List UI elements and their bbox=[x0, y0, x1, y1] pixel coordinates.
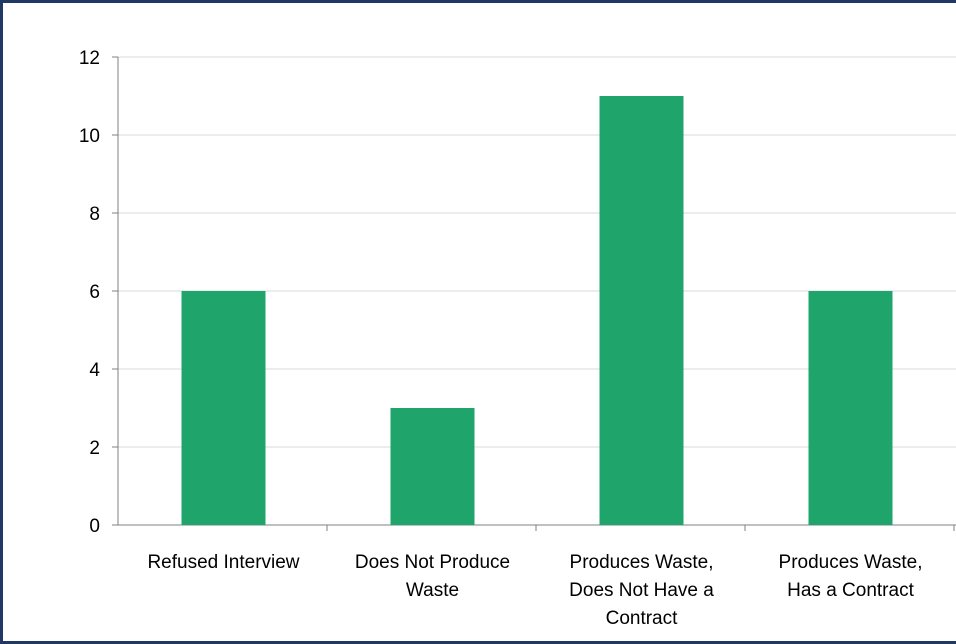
x-tick-label: Produces Waste, Does Not Have a Contract bbox=[569, 552, 714, 629]
bar bbox=[390, 408, 475, 525]
x-tick-label-line: Contract bbox=[606, 608, 679, 629]
x-tick-label-line: Has a Contract bbox=[787, 580, 914, 601]
y-tick-label: 2 bbox=[89, 438, 100, 459]
x-tick-label-line: Does Not Produce bbox=[355, 552, 510, 573]
x-tick-label: Produces Waste, Has a Contract bbox=[779, 552, 923, 601]
y-tick-label: 0 bbox=[89, 516, 100, 537]
bar bbox=[599, 96, 684, 525]
bar bbox=[808, 291, 893, 525]
x-tick-label: Does Not Produce Waste bbox=[355, 552, 510, 601]
y-tick-label: 4 bbox=[89, 360, 100, 381]
x-tick-label-line: Produces Waste, bbox=[570, 552, 714, 573]
bar bbox=[181, 291, 266, 525]
y-tick-label: 8 bbox=[89, 204, 100, 225]
x-tick-label-line: Produces Waste, bbox=[779, 552, 923, 573]
x-tick-label: Refused Interview bbox=[147, 552, 299, 573]
x-tick-label-line: Waste bbox=[406, 580, 459, 601]
x-tick-label-line: Refused Interview bbox=[147, 552, 299, 573]
x-tick-label-line: Does Not Have a bbox=[569, 580, 714, 601]
y-tick-label: 10 bbox=[79, 126, 100, 147]
y-tick-label: 12 bbox=[79, 48, 100, 69]
y-tick-label: 6 bbox=[89, 282, 100, 303]
